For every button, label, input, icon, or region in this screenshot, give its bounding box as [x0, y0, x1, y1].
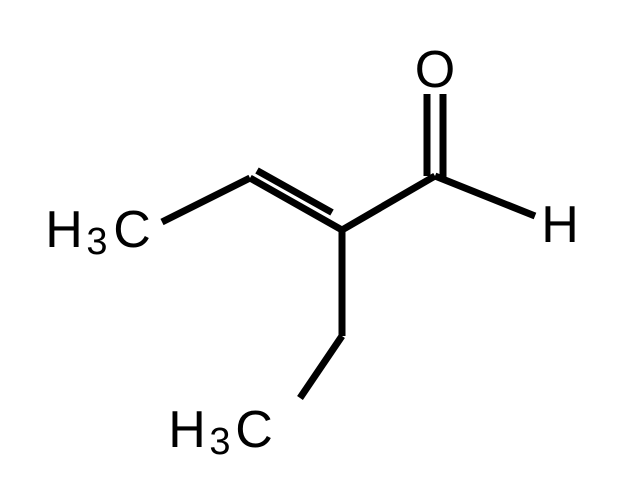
atom-h-aldehyde: H: [541, 196, 579, 254]
bond-c1-c2: [342, 176, 435, 230]
atom-c-bottom: C: [235, 401, 273, 459]
atom-h-left: H: [45, 201, 83, 259]
bond-c3-ch3: [162, 178, 250, 222]
molecule-diagram: O H H 3 C H 3 C: [0, 0, 640, 502]
atom-3-bottom: 3: [209, 421, 230, 463]
bond-c2-c3-a: [250, 178, 342, 230]
bond-c1-h: [435, 176, 535, 216]
atom-c-left: C: [113, 201, 151, 259]
atom-o: O: [415, 41, 455, 99]
bond-c4-c5: [300, 336, 342, 398]
atom-3-left: 3: [86, 221, 107, 263]
atom-h-bottom: H: [168, 401, 206, 459]
